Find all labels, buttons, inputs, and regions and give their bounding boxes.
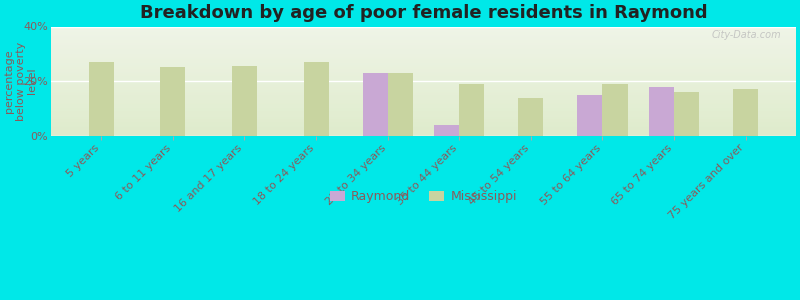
Bar bbox=[578, 95, 602, 136]
Y-axis label: percentage
below poverty
level: percentage below poverty level bbox=[4, 41, 38, 121]
Bar bbox=[434, 125, 459, 136]
Bar bbox=[649, 87, 674, 136]
Bar bbox=[674, 92, 699, 136]
Bar bbox=[232, 66, 257, 136]
Bar bbox=[518, 98, 543, 136]
Bar bbox=[388, 73, 413, 136]
Bar bbox=[303, 62, 329, 136]
Bar bbox=[89, 62, 114, 136]
Bar bbox=[160, 68, 186, 136]
Text: City-Data.com: City-Data.com bbox=[711, 30, 781, 40]
Bar bbox=[362, 73, 388, 136]
Title: Breakdown by age of poor female residents in Raymond: Breakdown by age of poor female resident… bbox=[140, 4, 707, 22]
Bar bbox=[459, 84, 484, 136]
Legend: Raymond, Mississippi: Raymond, Mississippi bbox=[325, 185, 522, 208]
Bar bbox=[733, 89, 758, 136]
Bar bbox=[602, 84, 627, 136]
